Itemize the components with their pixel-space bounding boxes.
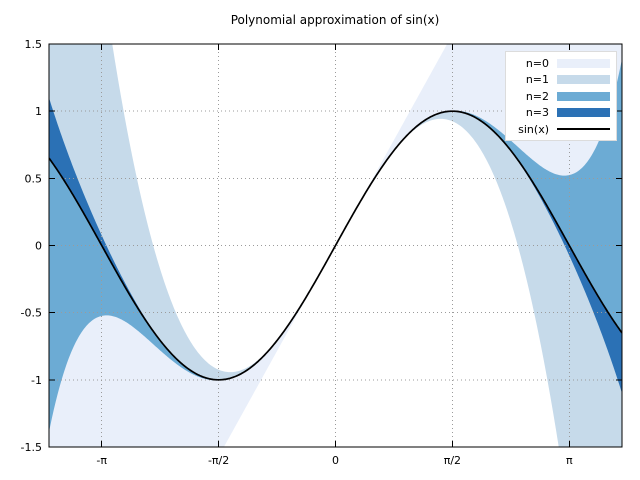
sin-line [49, 110, 622, 381]
x-tick-label: π/2 [444, 454, 461, 467]
x-tick-label: π [566, 454, 573, 467]
band-n1 [49, 44, 622, 447]
y-tick-label: 1.5 [25, 38, 43, 51]
legend: n=0 n=1 n=2 n=3 sin(x) [505, 51, 617, 141]
legend-swatch-n0 [557, 58, 610, 68]
x-tick-label: -π [96, 454, 107, 467]
legend-swatch-n1 [557, 75, 610, 84]
legend-item-sin: sin(x) [506, 123, 610, 136]
y-tick-label: -1 [31, 374, 42, 387]
legend-label-n0: n=0 [525, 56, 549, 70]
axes [48, 43, 623, 448]
legend-swatch-n3 [557, 108, 610, 117]
x-tick-label: -π/2 [208, 454, 229, 467]
legend-swatch-n2 [557, 91, 610, 101]
legend-item-n3: n=3 [506, 106, 610, 119]
legend-item-n0: n=0 [506, 57, 610, 70]
y-tick-label: -1.5 [21, 441, 42, 454]
legend-item-n2: n=2 [506, 90, 610, 103]
x-tick-label: 0 [332, 454, 339, 467]
y-tick-label: 0.5 [25, 172, 43, 185]
chart-title: Polynomial approximation of sin(x) [230, 13, 440, 27]
legend-label-sin: sin(x) [518, 122, 549, 136]
y-tick-label: 0 [35, 240, 42, 253]
legend-item-n1: n=1 [506, 73, 610, 86]
legend-line-sample [557, 128, 610, 130]
y-tick-label: -0.5 [21, 307, 42, 320]
tick-labels: -π -π/2 0 π/2 π -1.5 -1 -0.5 0 0.5 1 1.5 [21, 38, 573, 467]
legend-label-n1: n=1 [525, 73, 549, 86]
legend-label-n3: n=3 [525, 106, 549, 119]
y-tick-label: 1 [35, 105, 42, 118]
legend-label-n2: n=2 [525, 89, 549, 103]
